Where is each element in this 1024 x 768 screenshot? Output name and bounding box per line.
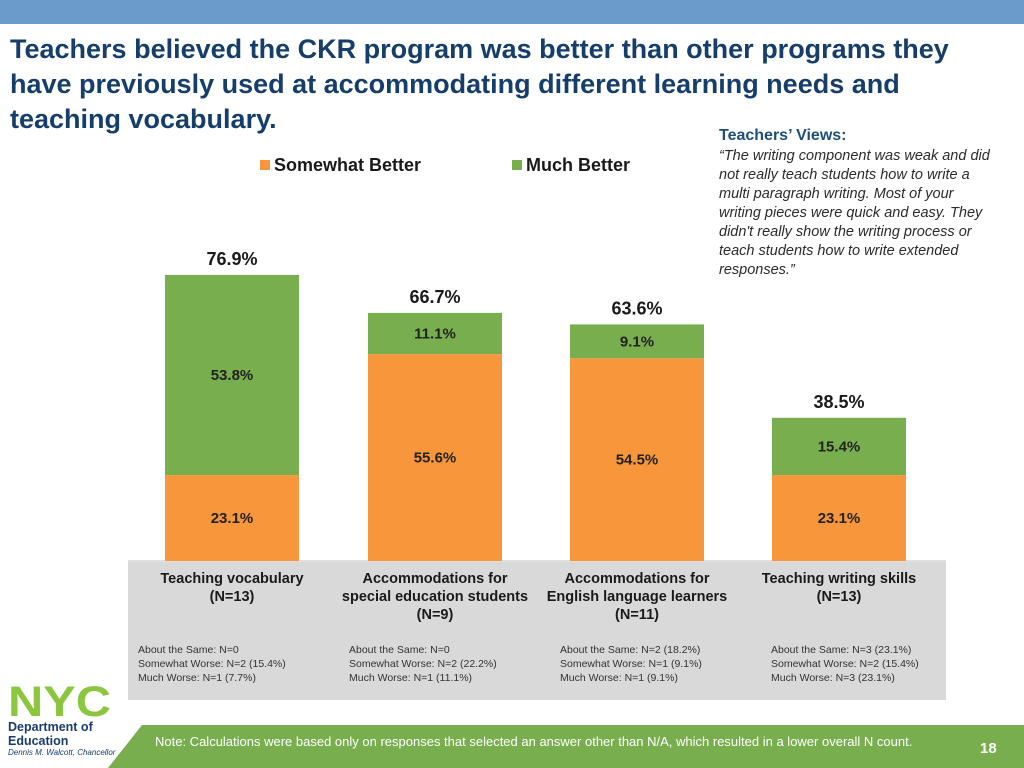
bar-much-better-special-education — [368, 312, 502, 355]
category-details-teaching-vocabulary: About the Same: N=0 Somewhat Worse: N=2 … — [138, 643, 338, 685]
legend-item-much-better: Much Better — [512, 154, 630, 176]
nyc-logo-mark: NYC — [8, 683, 111, 719]
detail-somewhat-worse: Somewhat Worse: N=2 (15.4%) — [138, 658, 286, 670]
footer-note: Note: Calculations were based only on re… — [155, 734, 913, 749]
slide-title: Teachers believed the CKR program was be… — [10, 34, 949, 134]
teacher-quote-box: Teachers’ Views: “The writing component … — [719, 126, 999, 280]
department-name-line2: Education — [8, 734, 69, 748]
data-label-somewhat-better-writing-skills: 23.1% — [818, 510, 861, 527]
legend-label-much-better: Much Better — [526, 154, 631, 175]
detail-about-same: About the Same: N=2 (18.2%) — [560, 644, 701, 656]
page-number: 18 — [980, 740, 997, 757]
chancellor-name: Dennis M. Walcott, Chancellor — [8, 748, 116, 757]
nyc-logo: NYC — [8, 683, 111, 719]
category-label-teaching-vocabulary: Teaching vocabulary (N=13) — [160, 571, 304, 605]
data-label-somewhat-better-ell: 54.5% — [616, 452, 659, 469]
legend-label-somewhat-better: Somewhat Better — [274, 154, 422, 175]
data-label-somewhat-better-teaching-vocabulary: 23.1% — [211, 510, 254, 527]
detail-about-same: About the Same: N=0 — [138, 644, 239, 656]
legend-swatch-somewhat-better — [260, 160, 270, 170]
category-label-writing-skills: Teaching writing skills (N=13) — [761, 571, 917, 605]
bar-much-better-teaching-vocabulary — [165, 274, 299, 476]
detail-about-same: About the Same: N=3 (23.1%) — [771, 644, 912, 656]
detail-much-worse: Much Worse: N=1 (11.1%) — [349, 672, 473, 684]
detail-much-worse: Much Worse: N=1 (9.1%) — [560, 672, 678, 684]
footer-bar — [108, 725, 1024, 768]
category-label-special-education: Accommodations for special education stu… — [341, 571, 529, 623]
data-label-much-better-teaching-vocabulary: 53.8% — [211, 367, 254, 384]
category-details-writing-skills: About the Same: N=3 (23.1%) Somewhat Wor… — [771, 643, 971, 685]
data-label-much-better-ell: 9.1% — [620, 333, 654, 350]
top-accent-bar — [0, 0, 1024, 24]
bar-somewhat-better-special-education — [368, 354, 502, 561]
detail-much-worse: Much Worse: N=1 (7.7%) — [138, 672, 256, 684]
quote-text: “The writing component was weak and did … — [719, 148, 990, 278]
total-label-ell: 63.6% — [611, 298, 662, 318]
category-details-ell: About the Same: N=2 (18.2%) Somewhat Wor… — [560, 643, 760, 685]
total-label-teaching-vocabulary: 76.9% — [206, 249, 257, 269]
detail-much-worse: Much Worse: N=3 (23.1%) — [771, 672, 895, 684]
total-label-writing-skills: 38.5% — [813, 392, 864, 412]
bar-much-better-writing-skills — [772, 417, 906, 476]
legend-swatch-much-better — [512, 160, 522, 170]
bar-somewhat-better-teaching-vocabulary — [165, 475, 299, 561]
category-details-special-education: About the Same: N=0 Somewhat Worse: N=2 … — [349, 643, 549, 685]
department-name: Department of Education — [8, 720, 93, 748]
total-label-special-education: 66.7% — [409, 287, 460, 307]
detail-somewhat-worse: Somewhat Worse: N=1 (9.1%) — [560, 658, 702, 670]
bar-somewhat-better-ell — [570, 358, 704, 561]
data-label-much-better-special-education: 11.1% — [414, 326, 456, 343]
data-label-much-better-writing-skills: 15.4% — [818, 438, 861, 455]
category-label-ell: Accommodations for English language lear… — [546, 571, 728, 623]
detail-somewhat-worse: Somewhat Worse: N=2 (22.2%) — [349, 658, 497, 670]
legend-item-somewhat-better: Somewhat Better — [260, 154, 421, 176]
category-labels-panel — [128, 562, 946, 700]
data-label-somewhat-better-special-education: 55.6% — [414, 450, 457, 467]
quote-heading: Teachers’ Views: — [719, 127, 847, 144]
bar-somewhat-better-writing-skills — [772, 475, 906, 561]
footer-shape — [108, 725, 1024, 768]
department-name-line1: Department of — [8, 720, 93, 734]
detail-somewhat-worse: Somewhat Worse: N=2 (15.4%) — [771, 658, 919, 670]
bar-much-better-ell — [570, 324, 704, 359]
detail-about-same: About the Same: N=0 — [349, 644, 450, 656]
